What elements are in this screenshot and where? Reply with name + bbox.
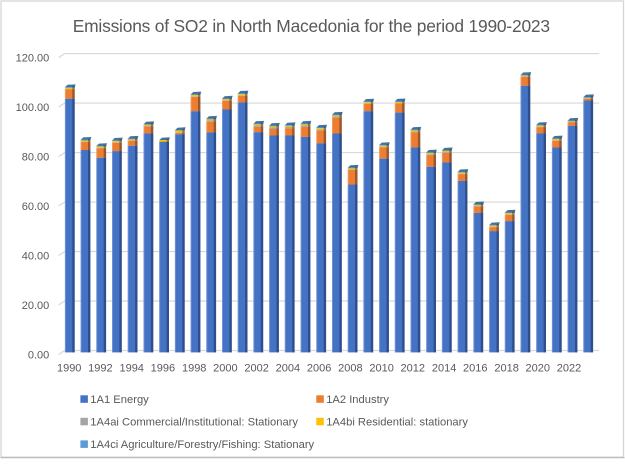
svg-text:2000: 2000 [213, 363, 237, 375]
svg-text:2020: 2020 [526, 363, 550, 375]
svg-text:1A1 Energy: 1A1 Energy [90, 394, 149, 406]
svg-text:1992: 1992 [88, 363, 112, 375]
svg-text:2014: 2014 [432, 363, 456, 375]
svg-text:20.00: 20.00 [22, 300, 50, 312]
svg-text:60.00: 60.00 [22, 201, 50, 213]
svg-text:100.00: 100.00 [16, 102, 50, 114]
svg-text:2022: 2022 [557, 363, 581, 375]
svg-text:2012: 2012 [401, 363, 425, 375]
svg-text:40.00: 40.00 [22, 250, 50, 262]
svg-text:1A4bi Residential: stationary: 1A4bi Residential: stationary [326, 416, 468, 428]
svg-text:80.00: 80.00 [22, 152, 50, 164]
svg-text:1A4ci Agriculture/Forestry/Fis: 1A4ci Agriculture/Forestry/Fishing: Stat… [90, 439, 314, 451]
svg-text:2006: 2006 [307, 363, 331, 375]
svg-text:Emissions of SO2 in North Mace: Emissions of SO2 in North Macedonia for … [73, 16, 550, 36]
svg-text:1990: 1990 [57, 363, 81, 375]
svg-text:2008: 2008 [338, 363, 362, 375]
svg-text:2010: 2010 [369, 363, 393, 375]
svg-text:0.00: 0.00 [28, 349, 49, 361]
svg-text:2016: 2016 [463, 363, 487, 375]
svg-text:2004: 2004 [276, 363, 300, 375]
svg-text:1994: 1994 [119, 363, 143, 375]
svg-text:2018: 2018 [494, 363, 518, 375]
svg-text:2002: 2002 [244, 363, 268, 375]
svg-text:1998: 1998 [182, 363, 206, 375]
svg-text:1996: 1996 [151, 363, 175, 375]
svg-text:120.00: 120.00 [16, 53, 50, 65]
svg-text:1A4ai Commercial/Institutional: 1A4ai Commercial/Institutional: Stationa… [90, 416, 298, 428]
svg-text:1A2 Industry: 1A2 Industry [326, 394, 389, 406]
